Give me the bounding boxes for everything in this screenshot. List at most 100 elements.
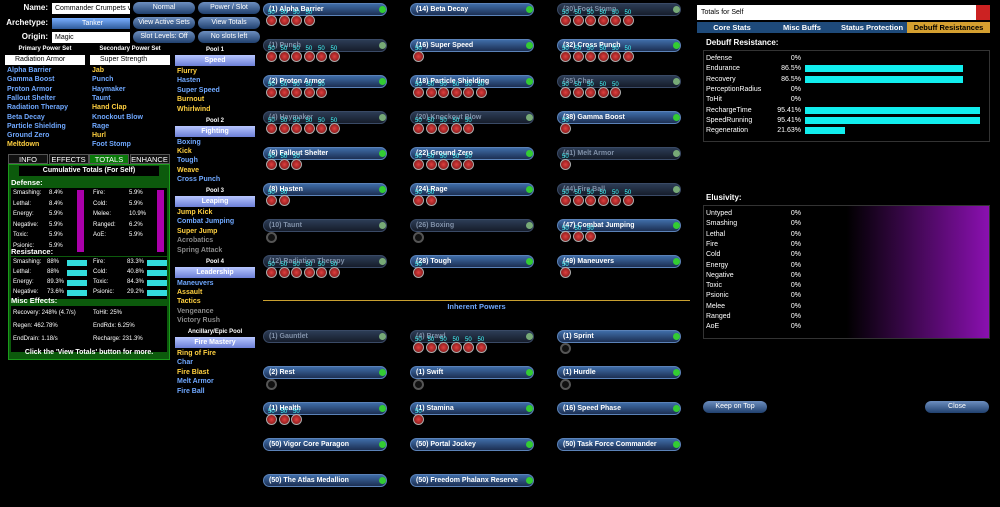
enhancement-slot[interactable]	[278, 87, 290, 98]
enhancement-slot[interactable]	[450, 123, 462, 134]
enhancement-slot[interactable]	[291, 87, 302, 98]
enhancement-slot[interactable]	[278, 159, 290, 170]
enhancement-slot[interactable]	[291, 414, 302, 425]
enhancement-slot[interactable]	[278, 123, 290, 134]
enhancement-slot[interactable]	[585, 15, 596, 26]
enhancement-slot[interactable]	[316, 267, 327, 278]
enhancement-slot[interactable]	[597, 51, 609, 62]
enhancement-slot[interactable]	[413, 123, 424, 134]
enhancement-slot[interactable]	[450, 87, 462, 98]
power-name[interactable]: Weave	[177, 166, 200, 174]
power-slot[interactable]: (1) Gauntlet	[263, 330, 387, 343]
enhancement-slot[interactable]	[560, 123, 571, 134]
power-name[interactable]: Assault	[177, 288, 203, 296]
window-tab[interactable]: Status Protection	[837, 22, 907, 33]
enhancement-slot[interactable]	[450, 342, 462, 353]
power-slot[interactable]: (50) Freedom Phalanx Reserve	[410, 474, 534, 487]
enhancement-slot[interactable]	[413, 159, 424, 170]
power-slot[interactable]: (14) Beta Decay	[410, 3, 534, 16]
button[interactable]: No slots left	[198, 31, 260, 43]
pool-dropdown[interactable]: Leadership	[175, 266, 255, 278]
enhancement-slot[interactable]	[278, 15, 290, 26]
button[interactable]: Keep on Top	[703, 401, 767, 413]
power-name[interactable]: Maneuvers	[177, 279, 214, 287]
enhancement-slot[interactable]	[413, 51, 424, 62]
enhancement-slot[interactable]	[425, 87, 437, 98]
power-slot[interactable]: (8) Hasten	[263, 183, 387, 196]
power-name[interactable]: Super Speed	[177, 86, 220, 94]
enhancement-slot[interactable]	[266, 87, 277, 98]
enhancement-slot[interactable]	[597, 15, 609, 26]
enhancement-slot[interactable]	[438, 123, 449, 134]
enhancement-slot[interactable]	[560, 231, 571, 242]
enhancement-slot[interactable]	[278, 414, 290, 425]
enhancement-slot[interactable]	[266, 159, 277, 170]
power-name[interactable]: Hurl	[92, 132, 106, 140]
field-name[interactable]: Commander Crumpets v.20	[52, 3, 140, 14]
enhancement-slot[interactable]	[597, 87, 609, 98]
enhancement-slot[interactable]	[316, 123, 327, 134]
set-dropdown[interactable]: Super Strength	[90, 55, 170, 65]
power-name[interactable]: Cross Punch	[177, 176, 221, 184]
enhancement-slot[interactable]	[303, 87, 315, 98]
enhancement-slot[interactable]	[291, 15, 302, 26]
power-slot[interactable]: (50) The Atlas Medallion	[263, 474, 387, 487]
enhancement-slot[interactable]	[413, 195, 424, 206]
power-name[interactable]: Fallout Shelter	[7, 94, 56, 102]
empty-slot[interactable]	[413, 232, 424, 243]
power-name[interactable]: Vengeance	[177, 307, 214, 315]
power-name[interactable]: Tough	[177, 157, 198, 165]
empty-slot[interactable]	[560, 343, 571, 354]
power-slot[interactable]: (41) Melt Armor	[557, 147, 681, 160]
window-tab[interactable]: Misc Buffs	[767, 22, 837, 33]
enhancement-slot[interactable]	[463, 87, 474, 98]
power-name[interactable]: Proton Armor	[7, 85, 53, 93]
power-name[interactable]: Tactics	[177, 298, 201, 306]
power-name[interactable]: Knockout Blow	[92, 113, 143, 121]
enhancement-slot[interactable]	[291, 123, 302, 134]
enhancement-slot[interactable]	[572, 195, 584, 206]
button[interactable]: View Active Sets	[133, 16, 195, 29]
power-name[interactable]: Spring Attack	[177, 246, 223, 254]
button[interactable]: Close	[925, 401, 989, 413]
tab[interactable]: INFO	[8, 154, 48, 164]
power-name[interactable]: Kick	[177, 147, 192, 155]
enhancement-slot[interactable]	[291, 267, 302, 278]
power-slot[interactable]: (6) Fallout Shelter	[263, 147, 387, 160]
button[interactable]: View Totals	[198, 16, 260, 29]
enhancement-slot[interactable]	[425, 342, 437, 353]
power-slot[interactable]: (47) Combat Jumping	[557, 219, 681, 232]
power-slot[interactable]: (2) Rest	[263, 366, 387, 379]
power-slot[interactable]: (38) Gamma Boost	[557, 111, 681, 124]
power-name[interactable]: Melt Armor	[177, 378, 214, 386]
enhancement-slot[interactable]	[463, 123, 474, 134]
power-name[interactable]: Burnout	[177, 96, 205, 104]
empty-slot[interactable]	[560, 379, 571, 390]
enhancement-slot[interactable]	[303, 267, 315, 278]
enhancement-slot[interactable]	[450, 159, 462, 170]
power-slot[interactable]: (24) Rage	[410, 183, 534, 196]
enhancement-slot[interactable]	[425, 159, 437, 170]
enhancement-slot[interactable]	[585, 87, 596, 98]
enhancement-slot[interactable]	[475, 342, 487, 353]
power-name[interactable]: Gamma Boost	[7, 76, 55, 84]
power-name[interactable]: Ground Zero	[7, 132, 50, 140]
power-name[interactable]: Ring of Fire	[177, 350, 216, 357]
enhancement-slot[interactable]	[303, 51, 315, 62]
field-archetype[interactable]: Tanker	[52, 18, 130, 29]
enhancement-slot[interactable]	[413, 414, 424, 425]
enhancement-slot[interactable]	[597, 195, 609, 206]
enhancement-slot[interactable]	[266, 267, 277, 278]
enhancement-slot[interactable]	[475, 87, 487, 98]
power-name[interactable]: Victory Rush	[177, 317, 221, 325]
power-slot[interactable]: (1) Swift	[410, 366, 534, 379]
enhancement-slot[interactable]	[328, 267, 340, 278]
enhancement-slot[interactable]	[266, 414, 277, 425]
power-slot[interactable]: (16) Super Speed	[410, 39, 534, 52]
power-name[interactable]: Jump Kick	[177, 209, 213, 216]
power-slot[interactable]: (10) Taunt	[263, 219, 387, 232]
power-slot[interactable]: (1) Hurdle	[557, 366, 681, 379]
enhancement-slot[interactable]	[622, 51, 634, 62]
power-name[interactable]: Punch	[92, 76, 114, 84]
enhancement-slot[interactable]	[266, 123, 277, 134]
